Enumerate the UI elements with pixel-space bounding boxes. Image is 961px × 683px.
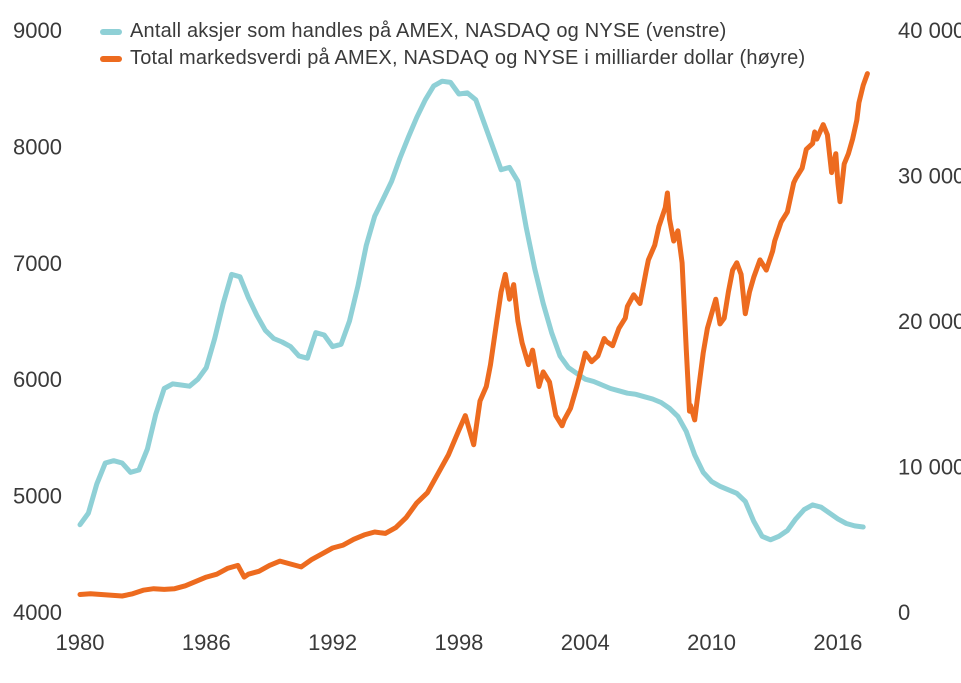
y-left-tick-label: 9000	[13, 18, 62, 43]
x-tick-label: 1986	[182, 630, 231, 655]
x-tick-label: 2004	[561, 630, 610, 655]
x-tick-label: 1998	[434, 630, 483, 655]
y-left-tick-label: 5000	[13, 484, 62, 509]
dual-axis-line-chart: 1980 1986 1992 1998 2004 2010 2016 4000 5000 6000…	[0, 0, 961, 683]
y-left-tick-label: 6000	[13, 367, 62, 392]
x-tick-label: 1980	[56, 630, 105, 655]
legend-swatch-marketcap	[100, 56, 122, 62]
y-right-tick-label: 40 000	[898, 18, 961, 43]
x-tick-label: 2010	[687, 630, 736, 655]
y-left-tick-label: 4000	[13, 600, 62, 625]
y-right-tick-label: 30 000	[898, 164, 961, 189]
legend-label-marketcap: Total markedsverdi på AMEX, NASDAQ og NY…	[130, 47, 805, 70]
x-tick-label: 1992	[308, 630, 357, 655]
legend-swatch-stocks	[100, 29, 122, 35]
legend: Antall aksjer som handles på AMEX, NASDA…	[100, 20, 805, 74]
series-market_cap	[80, 74, 867, 596]
x-tick-label: 2016	[813, 630, 862, 655]
y-left-tick-label: 7000	[13, 251, 62, 276]
chart-svg: 1980 1986 1992 1998 2004 2010 2016 4000 5000 6000…	[0, 0, 961, 683]
legend-item-stocks: Antall aksjer som handles på AMEX, NASDA…	[100, 20, 805, 43]
legend-label-stocks: Antall aksjer som handles på AMEX, NASDA…	[130, 20, 727, 43]
y-right-tick-label: 20 000	[898, 309, 961, 334]
legend-item-marketcap: Total markedsverdi på AMEX, NASDAQ og NY…	[100, 47, 805, 70]
y-left-tick-label: 8000	[13, 134, 62, 159]
y-right-tick-label: 10 000	[898, 455, 961, 480]
y-right-tick-label: 0	[898, 600, 910, 625]
